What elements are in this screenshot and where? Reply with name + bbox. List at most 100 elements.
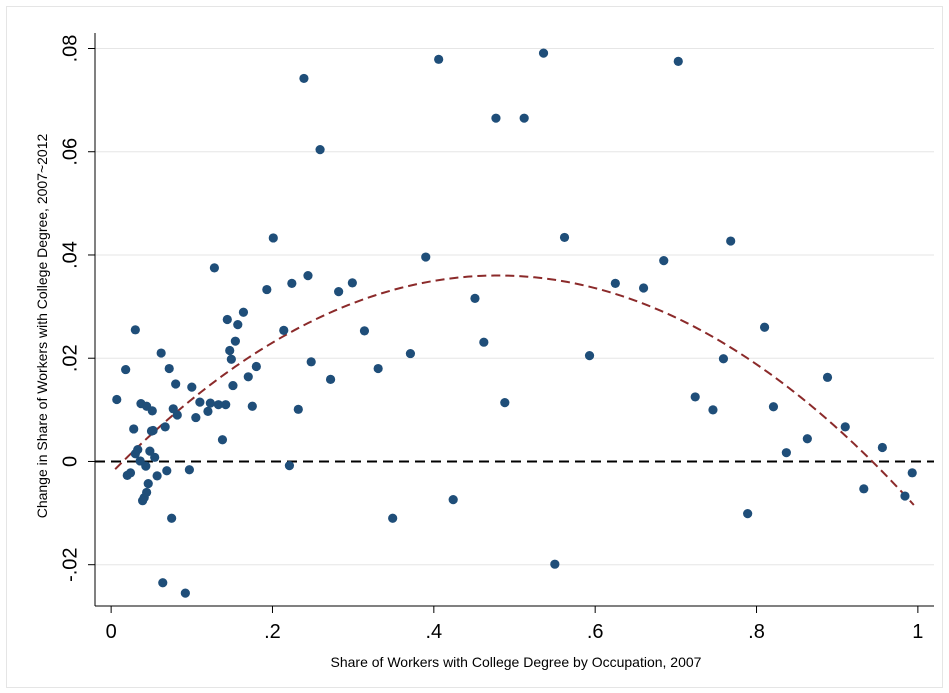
data-point xyxy=(781,448,791,458)
data-point xyxy=(142,487,152,498)
data-point xyxy=(859,484,869,494)
data-point xyxy=(638,283,649,293)
y-tick-label: -.02 xyxy=(59,547,81,581)
data-point xyxy=(141,461,151,471)
data-point xyxy=(203,406,213,416)
data-point xyxy=(287,278,297,288)
data-point xyxy=(268,233,278,243)
data-point xyxy=(550,559,560,569)
data-point xyxy=(768,402,779,412)
data-point xyxy=(659,256,669,266)
data-point xyxy=(164,363,174,374)
x-axis-title: Share of Workers with College Degree by … xyxy=(331,654,702,670)
data-point xyxy=(162,466,172,476)
data-point xyxy=(205,398,215,408)
data-point xyxy=(293,404,303,414)
data-point xyxy=(156,348,166,358)
data-point xyxy=(221,400,231,410)
data-point xyxy=(167,513,177,523)
data-point xyxy=(303,271,313,281)
data-point xyxy=(195,397,205,407)
chart-frame xyxy=(6,6,943,688)
data-point xyxy=(226,354,236,364)
data-point xyxy=(147,406,157,416)
data-point xyxy=(519,113,529,123)
data-point xyxy=(759,322,770,332)
data-point xyxy=(299,73,309,84)
data-point xyxy=(129,424,139,434)
data-point xyxy=(434,54,444,64)
data-point xyxy=(243,372,253,382)
data-point xyxy=(405,348,416,359)
data-point xyxy=(180,588,190,598)
data-point xyxy=(347,278,357,288)
data-point xyxy=(158,578,168,588)
data-point xyxy=(262,284,272,295)
data-point xyxy=(388,513,398,523)
data-point xyxy=(187,382,197,392)
y-tick-label: .04 xyxy=(59,241,81,269)
data-point xyxy=(213,400,224,410)
data-point xyxy=(251,361,261,372)
data-point xyxy=(500,398,510,408)
data-point xyxy=(247,401,257,411)
data-point xyxy=(184,465,194,475)
y-tick-label: .06 xyxy=(59,138,81,166)
data-point xyxy=(421,252,431,262)
data-point xyxy=(222,314,232,325)
data-point xyxy=(877,442,887,453)
data-point xyxy=(907,468,917,478)
data-point xyxy=(125,468,136,478)
data-point xyxy=(209,263,219,273)
data-point xyxy=(172,410,182,420)
data-point xyxy=(191,412,201,423)
quadratic-fit-curve xyxy=(114,274,915,506)
data-point xyxy=(708,405,718,415)
data-point xyxy=(150,452,160,462)
data-point xyxy=(743,508,753,519)
data-point xyxy=(325,374,336,384)
data-point xyxy=(238,307,249,317)
data-point xyxy=(840,422,850,432)
x-tick-label: .6 xyxy=(587,621,604,643)
data-point xyxy=(228,380,238,391)
data-point xyxy=(470,293,480,303)
y-axis-title: Change in Share of Workers with College … xyxy=(34,133,50,518)
data-point xyxy=(373,363,383,374)
x-tick-label: .8 xyxy=(748,621,765,643)
data-point xyxy=(690,392,700,402)
data-points xyxy=(112,48,917,598)
data-point xyxy=(479,337,489,347)
data-point xyxy=(143,479,153,489)
axes: 0 .2 .4 .6 .8 1 -.02 0 .02 .04 .06 .08 xyxy=(59,33,934,643)
data-point xyxy=(148,425,158,436)
data-point xyxy=(726,236,736,246)
data-point xyxy=(334,287,344,297)
data-point xyxy=(306,357,316,367)
data-point xyxy=(284,460,295,471)
data-point xyxy=(171,379,181,389)
data-point xyxy=(718,354,729,364)
data-point xyxy=(448,495,458,505)
y-tick-label: .08 xyxy=(59,35,81,63)
data-point xyxy=(233,320,243,330)
data-point xyxy=(359,326,370,336)
x-tick-label: .2 xyxy=(264,621,281,643)
data-point xyxy=(130,325,140,335)
x-tick-label: 1 xyxy=(912,621,923,643)
data-point xyxy=(822,372,833,382)
data-point xyxy=(145,446,155,456)
data-point xyxy=(133,444,143,455)
data-point xyxy=(559,232,570,243)
y-tick-label: .02 xyxy=(59,344,81,372)
data-point xyxy=(538,48,549,58)
data-point xyxy=(900,491,910,501)
data-point xyxy=(112,394,122,405)
data-point xyxy=(673,56,683,66)
data-point xyxy=(315,145,325,155)
data-point xyxy=(160,422,170,432)
data-point xyxy=(121,364,131,375)
grid-lines xyxy=(95,47,934,566)
data-point xyxy=(279,325,289,335)
